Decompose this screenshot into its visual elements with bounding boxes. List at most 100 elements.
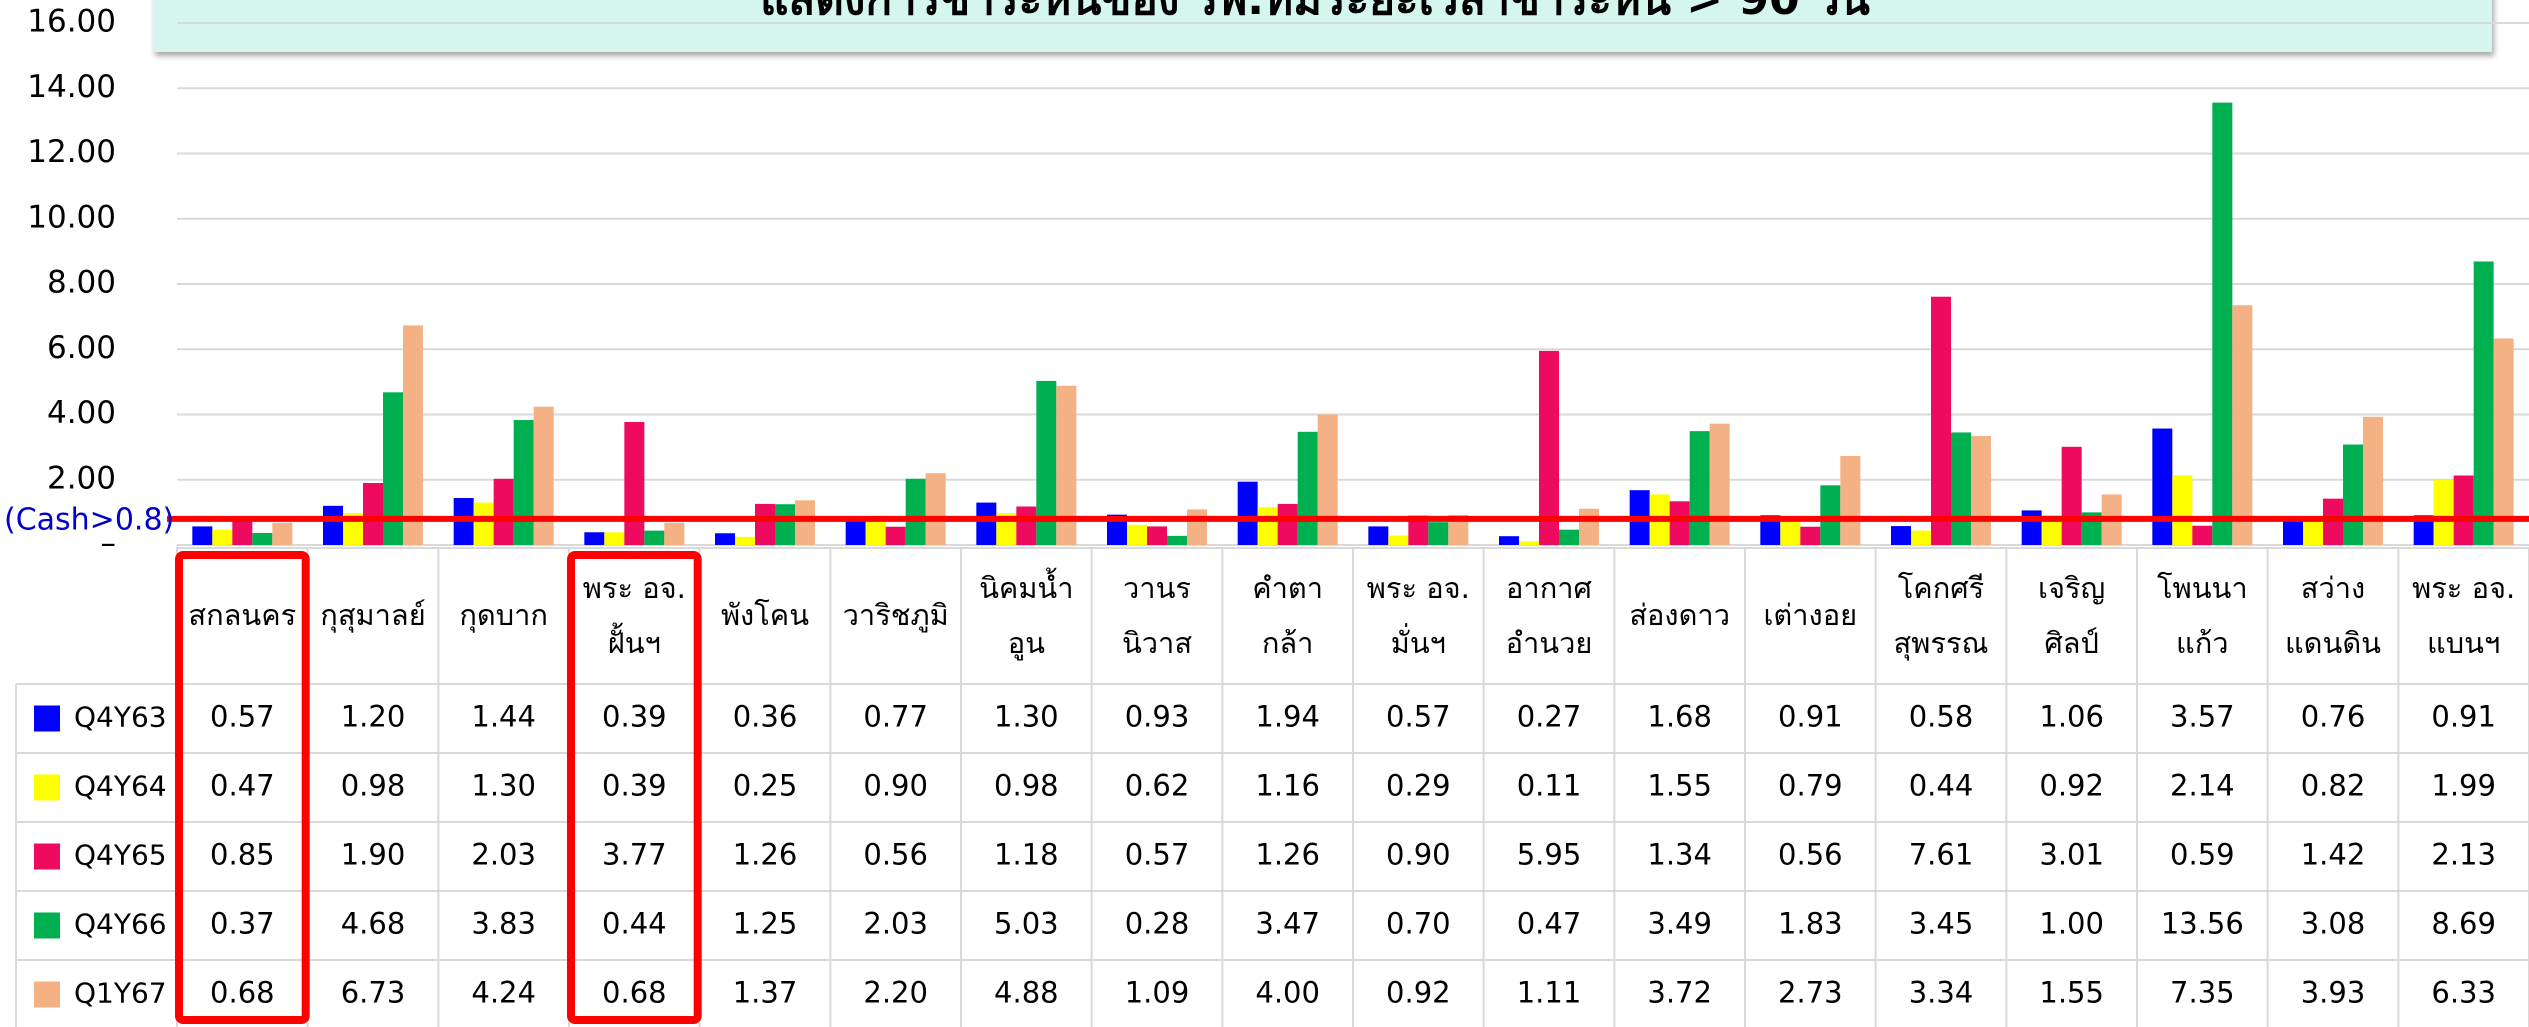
y-tick-label: – [101,526,117,562]
table-cell: 1.30 [471,769,536,803]
bar [2363,416,2383,545]
table-cell: 0.92 [1386,976,1451,1010]
bar [232,517,253,545]
bar [1539,350,1559,545]
table-cell: 0.28 [1125,907,1190,941]
bar [905,478,926,545]
table-cell: 4.00 [1255,976,1320,1010]
bar [1428,522,1449,545]
bar [1709,423,1730,545]
bar [2041,514,2062,545]
table-cell: 1.11 [1517,976,1582,1010]
bar [1016,506,1037,545]
table-cell: 1.99 [2431,769,2496,803]
table-cell: 0.58 [1909,700,1974,734]
table-cell: 3.77 [602,838,667,872]
bar [976,502,997,545]
category-label: โคกศรี สุพรรณ [1893,570,1989,660]
table-cell: 1.55 [1647,769,1712,803]
bar [865,515,886,545]
table-cell: 0.68 [210,976,275,1010]
table-cell: 3.83 [471,907,536,941]
table-cell: 1.34 [1647,838,1712,872]
bar [192,526,213,545]
bar [493,478,514,545]
chart-title: แสดงการชำระหนี้ของ รพ.ที่มีระยะเวลาชำระห… [760,0,1870,25]
table-cell: 0.77 [863,700,928,734]
bar [1760,515,1781,545]
bar [363,483,383,545]
table-cell: 0.91 [2431,700,2496,734]
legend-label: Q4Y64 [74,770,167,803]
table-cell: 0.57 [210,700,275,734]
table-cell: 0.59 [2170,838,2235,872]
bar [664,522,685,545]
table-cell: 0.93 [1125,700,1190,734]
table-cell: 3.45 [1909,907,1974,941]
bar [624,422,645,545]
table-cell: 1.18 [994,838,1059,872]
table-cell: 4.68 [341,907,406,941]
table-cell: 0.39 [602,769,667,803]
y-tick-label: 6.00 [47,330,116,366]
table-cell: 0.39 [602,700,667,734]
y-tick-label: 10.00 [27,199,116,235]
bar [1056,385,1077,545]
table-cell: 1.06 [2039,700,2104,734]
table-cell: 3.72 [1647,976,1712,1010]
table-cell: 2.20 [863,976,928,1010]
table-cell: 0.44 [1909,769,1974,803]
table-cell: 3.93 [2301,976,2366,1010]
bar [383,392,403,545]
y-tick-label: 8.00 [47,265,116,301]
bar [1951,432,1971,545]
category-label: นิคมน้ำ อูน [979,570,1074,660]
table-cell: 0.79 [1778,769,1843,803]
table-cell: 7.61 [1909,838,1974,872]
bar [1499,536,1519,545]
bar [1167,535,1187,545]
bar [715,533,735,545]
bar [1891,526,1911,545]
bar [1257,507,1278,545]
bar [1448,514,1469,545]
bar [885,526,906,545]
bar [795,500,815,545]
bar [1579,508,1599,545]
bar [252,532,273,545]
bar [1519,541,1539,545]
bar [2283,520,2303,545]
table-cell: 0.25 [733,769,798,803]
table-cell: 1.30 [994,700,1059,734]
category-label: กุสุมาลย์ [320,598,426,633]
bar [2413,515,2434,545]
legend-key [34,843,60,870]
category-label: เจริญ ศิลป์ [2038,570,2106,660]
bar [2453,475,2474,545]
table-cell: 1.68 [1647,700,1712,734]
category-label: คำตา กล้า [1252,570,1324,660]
bar [473,502,494,545]
table-cell: 1.44 [471,700,536,734]
legend-label: Q1Y67 [74,977,167,1010]
table-cell: 0.44 [602,907,667,941]
table-cell: 0.90 [863,769,928,803]
table-cell: 1.00 [2039,907,2104,941]
bar [2061,446,2082,545]
table-cell: 5.03 [994,907,1059,941]
category-label: พระ อจ. แบนฯ [2412,570,2516,660]
bar [272,522,293,545]
legend-label: Q4Y65 [74,839,167,872]
table-cell: 1.20 [341,700,406,734]
table-cell: 13.56 [2161,907,2244,941]
bar [1820,485,1841,545]
bar [2433,480,2454,545]
table-cell: 0.57 [1125,838,1190,872]
table-cell: 0.37 [210,907,275,941]
legend-label: Q4Y63 [74,701,167,734]
table-cell: 1.16 [1255,769,1320,803]
y-tick-label: 2.00 [47,460,116,496]
category-label: กุดบาก [459,598,548,633]
legend-key [34,705,60,732]
